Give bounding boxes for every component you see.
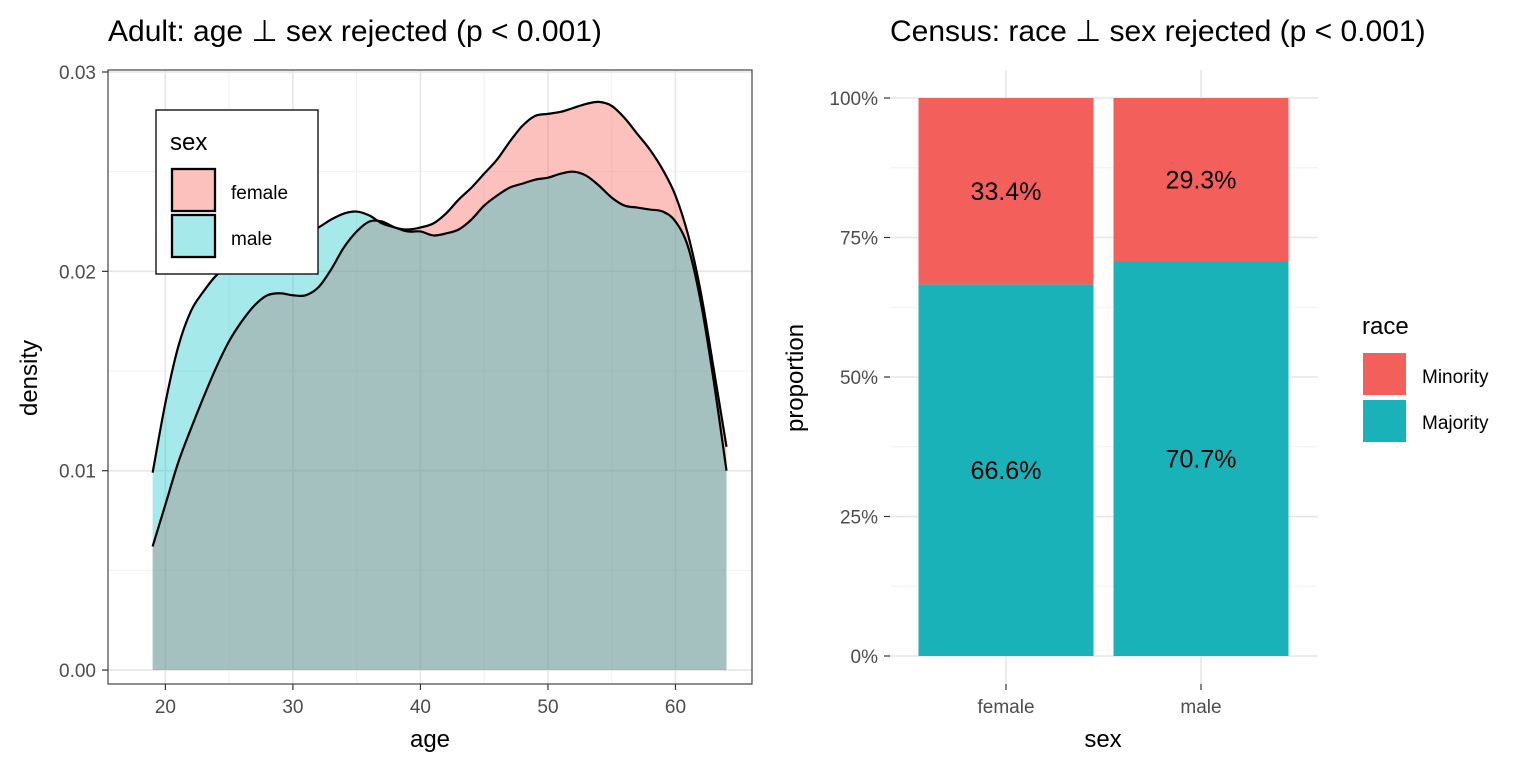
density-y-tick-label: 0.02 (59, 262, 96, 283)
race-bar-chart-panel: Census: race ⊥ sex rejected (p < 0.001) … (782, 15, 1489, 753)
legend-swatch-female (170, 167, 217, 213)
race-y-tick-label: 75% (840, 229, 878, 250)
sex-legend-title: sex (170, 129, 207, 156)
density-plot-border (107, 69, 753, 685)
race-x-tick-label-female: female (977, 697, 1034, 718)
bar-minority-female (918, 98, 1094, 285)
bar-label-majority-male: 70.7% (1166, 446, 1237, 474)
density-areas (151, 100, 728, 671)
bar-majority-male (1113, 261, 1289, 656)
legend-swatch-male (170, 213, 217, 259)
race-y-tick-label: 50% (840, 368, 878, 389)
density-y-tick-label: 0.01 (59, 462, 96, 483)
density-x-tick-label: 30 (282, 697, 303, 718)
race-chart-title: Census: race ⊥ sex rejected (p < 0.001) (890, 15, 1426, 48)
density-y-axis-title: density (16, 340, 43, 416)
race-x-axis-title: sex (1084, 726, 1121, 753)
legend-swatch-majority (1363, 400, 1406, 442)
density-x-tick-label: 40 (410, 697, 431, 718)
bar-majority-female (918, 284, 1094, 656)
density-x-tick-label: 60 (665, 697, 686, 718)
race-legend-title: race (1362, 313, 1409, 340)
legend-label-female: female (231, 183, 288, 204)
legend-label-majority: Majority (1422, 413, 1489, 434)
race-y-tick-label: 100% (829, 89, 878, 110)
bar-label-minority-female: 33.4% (971, 178, 1042, 206)
density-area-female (152, 101, 727, 671)
race-y-tick-label: 25% (840, 508, 878, 529)
density-line-female (151, 100, 728, 547)
legend-label-male: male (231, 229, 272, 250)
density-chart-title: Adult: age ⊥ sex rejected (p < 0.001) (108, 15, 602, 48)
density-axis-ticks: 20 30 40 50 60 0.00 0.01 0.02 0.03 (59, 63, 686, 718)
legend-label-minority: Minority (1422, 367, 1489, 388)
race-legend: race Minority Majority (1362, 313, 1489, 442)
density-x-axis-title: age (410, 726, 450, 753)
legend-swatch-minority (1363, 353, 1406, 395)
density-x-tick-label: 50 (537, 697, 558, 718)
density-y-tick-label: 0.00 (59, 661, 96, 682)
bar-label-minority-male: 29.3% (1166, 167, 1237, 195)
density-y-tick-label: 0.03 (59, 63, 96, 84)
race-bars: 66.6% 33.4% 70.7% 29.3% (918, 98, 1289, 656)
bar-minority-male (1113, 98, 1289, 262)
bar-label-majority-female: 66.6% (971, 457, 1042, 485)
race-axis-ticks: 0% 25% 50% 75% 100% female male (829, 89, 1221, 718)
race-y-tick-label: 0% (851, 647, 879, 668)
density-x-tick-label: 20 (155, 697, 176, 718)
density-chart-panel: Adult: age ⊥ sex rejected (p < 0.001) 20… (16, 15, 753, 753)
race-x-tick-label-male: male (1180, 697, 1221, 718)
race-y-axis-title: proportion (782, 324, 809, 432)
sex-legend-box (155, 109, 319, 275)
sex-legend: sex female male (155, 109, 319, 275)
